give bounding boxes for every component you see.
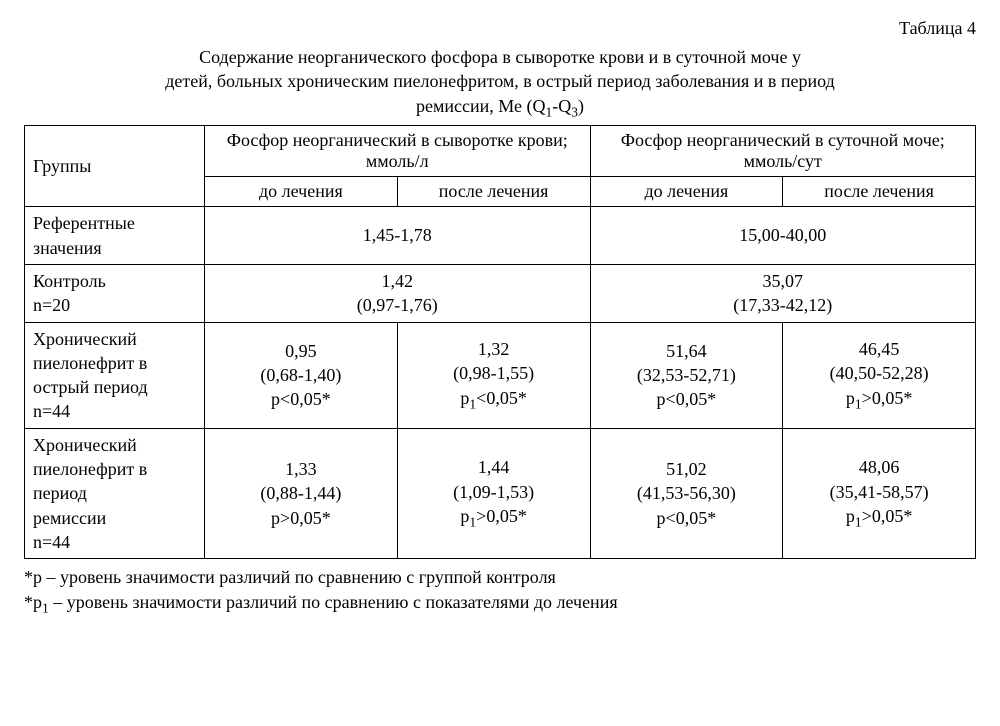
header-serum: Фосфор неорганический в сыворотке крови;… xyxy=(205,126,591,177)
rem-label-l2: пиелонефрит в xyxy=(33,459,147,479)
caption-close: ) xyxy=(578,96,584,116)
acute-sa-l2: (0,98-1,55) xyxy=(453,363,534,383)
remission-label: Хронический пиелонефрит в период ремисси… xyxy=(25,428,205,558)
acute-label-l3: острый период xyxy=(33,377,148,397)
header-serum-before: до лечения xyxy=(205,177,398,207)
acute-sa-l1: 1,32 xyxy=(478,339,510,359)
control-urine-l2: (17,33-42,12) xyxy=(733,295,832,315)
rem-ub-l2: (41,53-56,30) xyxy=(637,483,736,503)
acute-ub-l2: (32,53-52,71) xyxy=(637,365,736,385)
rem-sa-l2: (1,09-1,53) xyxy=(453,482,534,502)
acute-sb-l2: (0,68-1,40) xyxy=(260,365,341,385)
acute-ua-l1: 46,45 xyxy=(859,339,900,359)
table-caption: Содержание неорганического фосфора в сыв… xyxy=(24,45,976,121)
acute-ub-l1: 51,64 xyxy=(666,341,707,361)
ref-label-l1: Референтные xyxy=(33,213,135,233)
ref-label: Референтные значения xyxy=(25,207,205,265)
acute-sb-l3: p<0,05* xyxy=(271,389,331,409)
remission-urine-before: 51,02 (41,53-56,30) p<0,05* xyxy=(590,428,783,558)
table-number: Таблица 4 xyxy=(24,18,976,39)
rem-ua-l2: (35,41-58,57) xyxy=(830,482,929,502)
acute-ua-l2: (40,50-52,28) xyxy=(830,363,929,383)
header-urine-after: после лечения xyxy=(783,177,976,207)
data-table: Группы Фосфор неорганический в сыворотке… xyxy=(24,125,976,559)
row-acute: Хронический пиелонефрит в острый период … xyxy=(25,322,976,428)
control-serum-l2: (0,97-1,76) xyxy=(357,295,438,315)
rem-sb-l2: (0,88-1,44) xyxy=(260,483,341,503)
footnotes: *p – уровень значимости различий по срав… xyxy=(24,565,976,619)
acute-label-l2: пиелонефрит в xyxy=(33,353,147,373)
header-serum-after: после лечения xyxy=(397,177,590,207)
rem-sb-l3: p>0,05* xyxy=(271,508,331,528)
remission-urine-after: 48,06 (35,41-58,57) p1>0,05* xyxy=(783,428,976,558)
caption-line3: ремиссии, Ме (Q xyxy=(416,96,546,116)
ref-label-l2: значения xyxy=(33,238,102,258)
control-label: Контроль n=20 xyxy=(25,265,205,323)
row-control: Контроль n=20 1,42 (0,97-1,76) 35,07 (17… xyxy=(25,265,976,323)
ref-serum: 1,45-1,78 xyxy=(205,207,591,265)
rem-label-l3: период xyxy=(33,483,87,503)
control-label-l2: n=20 xyxy=(33,295,70,315)
acute-sb-l1: 0,95 xyxy=(285,341,317,361)
caption-dash: -Q xyxy=(552,96,571,116)
footnote-p1: *p1 – уровень значимости различий по сра… xyxy=(24,590,976,618)
control-urine-l1: 35,07 xyxy=(763,271,804,291)
remission-serum-after: 1,44 (1,09-1,53) p1>0,05* xyxy=(397,428,590,558)
acute-ua-l3: p1>0,05* xyxy=(846,388,912,408)
rem-ub-l3: p<0,05* xyxy=(657,508,717,528)
header-row-1: Группы Фосфор неорганический в сыворотке… xyxy=(25,126,976,177)
acute-label: Хронический пиелонефрит в острый период … xyxy=(25,322,205,428)
acute-serum-after: 1,32 (0,98-1,55) p1<0,05* xyxy=(397,322,590,428)
rem-sa-l1: 1,44 xyxy=(478,457,510,477)
rem-sa-l3: p1>0,05* xyxy=(460,506,526,526)
control-urine: 35,07 (17,33-42,12) xyxy=(590,265,976,323)
header-urine-before: до лечения xyxy=(590,177,783,207)
acute-label-l4: n=44 xyxy=(33,401,70,421)
caption-line1: Содержание неорганического фосфора в сыв… xyxy=(199,47,801,67)
rem-label-l5: n=44 xyxy=(33,532,70,552)
control-serum-l1: 1,42 xyxy=(382,271,414,291)
rem-label-l4: ремиссии xyxy=(33,508,106,528)
row-remission: Хронический пиелонефрит в период ремисси… xyxy=(25,428,976,558)
acute-label-l1: Хронический xyxy=(33,329,137,349)
rem-ua-l1: 48,06 xyxy=(859,457,900,477)
acute-urine-before: 51,64 (32,53-52,71) p<0,05* xyxy=(590,322,783,428)
control-label-l1: Контроль xyxy=(33,271,106,291)
ref-urine: 15,00-40,00 xyxy=(590,207,976,265)
rem-ua-l3: p1>0,05* xyxy=(846,506,912,526)
remission-serum-before: 1,33 (0,88-1,44) p>0,05* xyxy=(205,428,398,558)
rem-label-l1: Хронический xyxy=(33,435,137,455)
row-reference: Референтные значения 1,45-1,78 15,00-40,… xyxy=(25,207,976,265)
rem-ub-l1: 51,02 xyxy=(666,459,707,479)
acute-ub-l3: p<0,05* xyxy=(657,389,717,409)
control-serum: 1,42 (0,97-1,76) xyxy=(205,265,591,323)
header-urine: Фосфор неорганический в суточной моче; м… xyxy=(590,126,976,177)
acute-urine-after: 46,45 (40,50-52,28) p1>0,05* xyxy=(783,322,976,428)
caption-q3: 3 xyxy=(571,104,578,119)
acute-serum-before: 0,95 (0,68-1,40) p<0,05* xyxy=(205,322,398,428)
header-groups: Группы xyxy=(25,126,205,207)
acute-sa-l3: p1<0,05* xyxy=(460,388,526,408)
caption-line2: детей, больных хроническим пиелонефритом… xyxy=(165,71,835,91)
rem-sb-l1: 1,33 xyxy=(285,459,317,479)
footnote-p: *p – уровень значимости различий по срав… xyxy=(24,565,976,590)
